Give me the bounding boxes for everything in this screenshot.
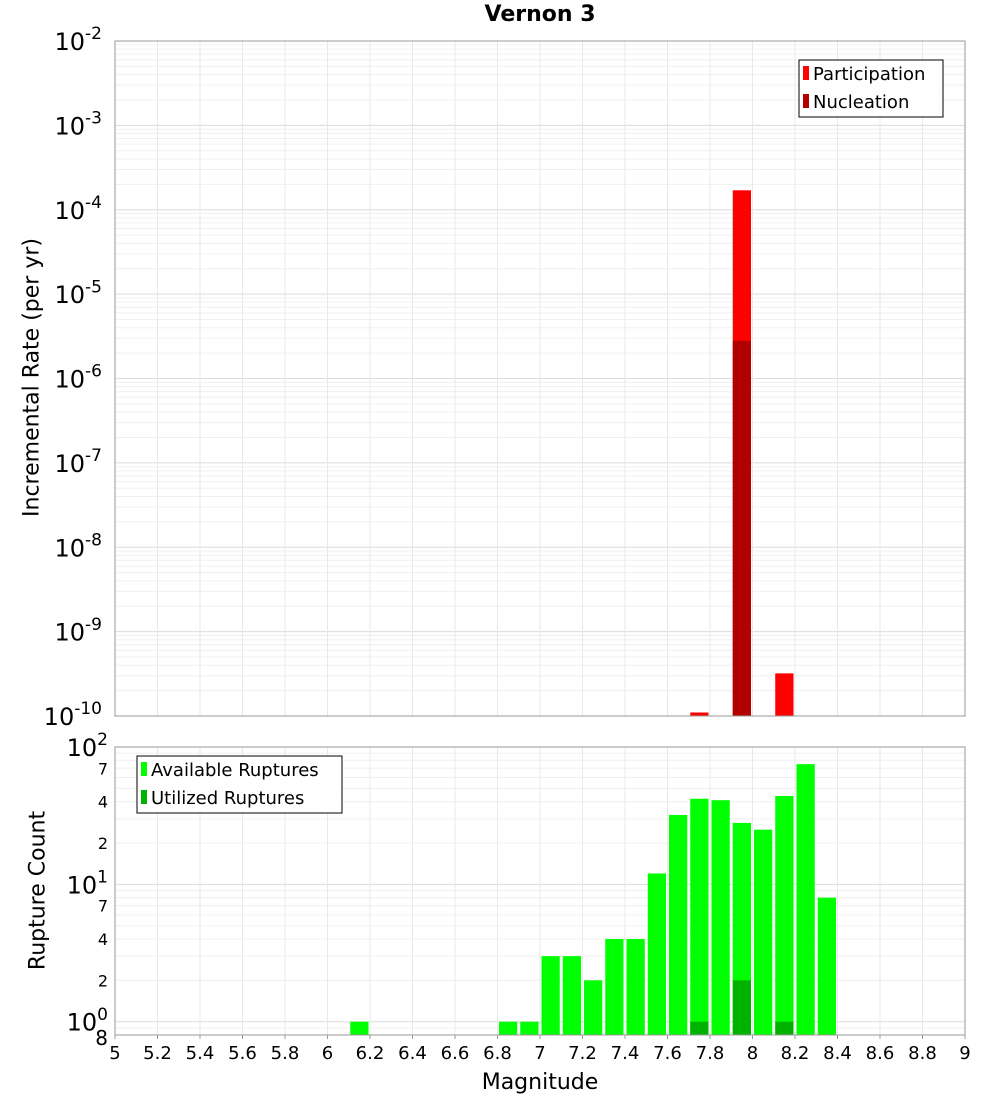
legend-label: Nucleation [813, 92, 909, 113]
bottom-y-tick-label: 7 [98, 759, 108, 778]
available-ruptures-bar [647, 873, 666, 1035]
legend-label: Available Ruptures [151, 760, 319, 781]
x-tick-label: 7.4 [611, 1043, 640, 1064]
top-y-tick-label: 10-2 [55, 24, 103, 56]
legend-swatch [141, 762, 147, 776]
bottom-legend: Available Ruptures Utilized Ruptures [136, 755, 343, 814]
legend-label: Utilized Ruptures [151, 788, 304, 809]
bottom-y-tick-label: 7 [98, 897, 108, 916]
x-tick-label: 7.2 [568, 1043, 597, 1064]
available-ruptures-bar [520, 1021, 539, 1035]
available-ruptures-bar [796, 764, 815, 1035]
participation-bar [775, 673, 794, 716]
available-ruptures-bar [775, 795, 794, 1035]
x-tick-label: 8 [747, 1043, 758, 1064]
bottom-y-tick-label: 8 [95, 1026, 108, 1050]
top-y-tick-label: 10-9 [55, 615, 103, 647]
bottom-y-tick-label: 100 [67, 1005, 108, 1037]
utilized-ruptures-bar [732, 980, 751, 1035]
x-tick-label: 6.6 [441, 1043, 470, 1064]
x-tick-label: 5.8 [271, 1043, 300, 1064]
x-tick-label: 7.8 [696, 1043, 725, 1064]
bottom-y-tick-label: 4 [98, 793, 108, 812]
top-y-tick-label: 10-4 [55, 193, 103, 225]
bottom-y-tick-label: 2 [98, 834, 108, 853]
x-tick-label: 5.4 [186, 1043, 215, 1064]
participation-bar [690, 712, 709, 716]
top-y-tick-label: 10-7 [55, 446, 103, 478]
chart-title: Vernon 3 [484, 2, 596, 27]
x-tick-label: 8.4 [823, 1043, 852, 1064]
legend-swatch [803, 66, 809, 80]
x-tick-label: 8.2 [781, 1043, 810, 1064]
bottom-y-tick-label: 101 [67, 868, 108, 900]
top-legend: Participation Nucleation [798, 59, 944, 118]
bottom-y-tick-label: 102 [67, 730, 108, 762]
nucleation-bar [732, 340, 751, 716]
available-ruptures-bar [626, 939, 645, 1035]
x-tick-label: 8.6 [866, 1043, 895, 1064]
available-ruptures-bar [690, 798, 709, 1035]
x-tick-label: 9 [959, 1043, 970, 1064]
available-ruptures-bar [605, 939, 624, 1035]
x-tick-label: 6.2 [356, 1043, 385, 1064]
x-tick-label: 5 [109, 1043, 120, 1064]
top-y-tick-label: 10-3 [55, 109, 103, 141]
top-y-tick-label: 10-6 [55, 362, 103, 394]
x-tick-label: 7.6 [653, 1043, 682, 1064]
top-panel: 10-2 10-3 10-4 10-5 10-6 10-7 10-8 10-9 10-10 Par… [44, 24, 966, 731]
top-y-tick-label: 10-5 [55, 277, 103, 309]
x-tick-label: 7 [534, 1043, 545, 1064]
top-y-tick-label: 10-10 [44, 699, 102, 731]
x-tick-label: 5.6 [228, 1043, 257, 1064]
x-tick-label: 6.4 [398, 1043, 427, 1064]
utilized-ruptures-bar [775, 1021, 794, 1035]
available-ruptures-bar [754, 829, 773, 1035]
available-ruptures-bar [562, 956, 581, 1035]
x-axis-label: Magnitude [481, 1070, 599, 1095]
legend-swatch [141, 790, 147, 804]
top-y-tick-label: 10-8 [55, 530, 103, 562]
available-ruptures-bar [817, 897, 836, 1035]
available-ruptures-bar [350, 1021, 369, 1035]
bottom-y-tick-label: 4 [98, 930, 108, 949]
x-tick-label: 5.2 [143, 1043, 172, 1064]
legend-swatch [803, 94, 809, 108]
x-tick-label: 6.8 [483, 1043, 512, 1064]
available-ruptures-bar [669, 814, 688, 1035]
utilized-ruptures-bar [690, 1021, 709, 1035]
available-ruptures-bar [499, 1021, 518, 1035]
available-ruptures-bar [711, 800, 730, 1035]
legend-label: Participation [813, 64, 925, 85]
bottom-y-tick-label: 2 [98, 971, 108, 990]
x-tick-label: 8.8 [908, 1043, 937, 1064]
available-ruptures-bar [584, 980, 603, 1035]
x-tick-label: 6 [322, 1043, 333, 1064]
available-ruptures-bar [541, 956, 560, 1035]
